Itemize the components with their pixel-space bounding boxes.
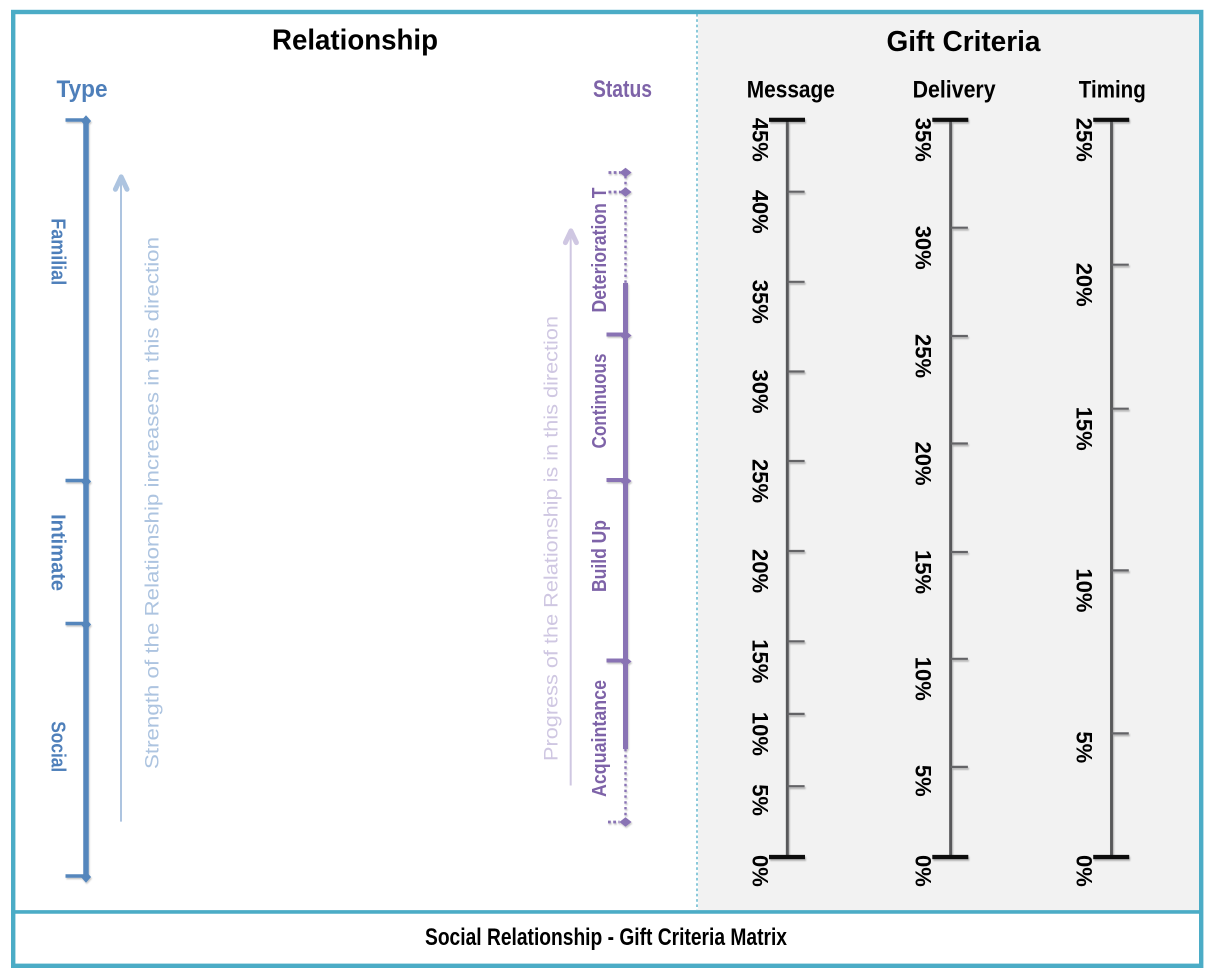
svg-text:40%: 40% xyxy=(747,190,772,234)
svg-text:Continuous: Continuous xyxy=(589,354,611,449)
svg-text:20%: 20% xyxy=(1072,263,1097,307)
svg-text:25%: 25% xyxy=(1072,118,1097,162)
svg-text:15%: 15% xyxy=(1072,407,1097,451)
svg-text:0%: 0% xyxy=(911,855,936,887)
svg-text:Gift Criteria: Gift Criteria xyxy=(887,26,1042,58)
svg-text:5%: 5% xyxy=(1072,731,1097,763)
svg-text:30%: 30% xyxy=(911,226,936,270)
svg-text:15%: 15% xyxy=(911,550,936,594)
svg-text:Social: Social xyxy=(47,721,69,772)
svg-text:10%: 10% xyxy=(911,657,936,701)
svg-text:Progress of the Relationship i: Progress of the Relationship is in this … xyxy=(542,316,563,761)
svg-text:10%: 10% xyxy=(1072,568,1097,612)
svg-text:15%: 15% xyxy=(747,639,772,683)
svg-text:Strength of the Relationship i: Strength of the Relationship increases i… xyxy=(142,237,163,769)
svg-text:35%: 35% xyxy=(911,118,936,162)
svg-text:0%: 0% xyxy=(747,855,772,887)
svg-text:Message: Message xyxy=(747,77,835,104)
svg-text:Delivery: Delivery xyxy=(913,77,997,104)
svg-text:45%: 45% xyxy=(747,118,772,162)
svg-text:Intimate: Intimate xyxy=(47,514,69,591)
svg-text:5%: 5% xyxy=(911,765,936,797)
svg-text:Relationship: Relationship xyxy=(272,25,438,57)
svg-text:Timing: Timing xyxy=(1079,77,1146,104)
svg-text:20%: 20% xyxy=(747,549,772,593)
svg-text:Acquaintance: Acquaintance xyxy=(589,680,611,797)
svg-text:Social Relationship - Gift Cri: Social Relationship - Gift Criteria Matr… xyxy=(425,924,788,951)
svg-text:25%: 25% xyxy=(911,334,936,378)
svg-text:5%: 5% xyxy=(747,784,772,816)
svg-text:Status: Status xyxy=(593,76,652,103)
svg-text:Type: Type xyxy=(57,76,108,103)
svg-text:25%: 25% xyxy=(747,459,772,503)
svg-text:10%: 10% xyxy=(747,712,772,756)
svg-text:20%: 20% xyxy=(911,442,936,486)
svg-text:0%: 0% xyxy=(1072,855,1097,887)
svg-text:Familial: Familial xyxy=(47,218,69,285)
svg-text:30%: 30% xyxy=(747,370,772,414)
svg-text:35%: 35% xyxy=(747,280,772,324)
svg-text:Build Up: Build Up xyxy=(589,520,611,592)
svg-text:Deterioration T: Deterioration T xyxy=(589,188,611,313)
